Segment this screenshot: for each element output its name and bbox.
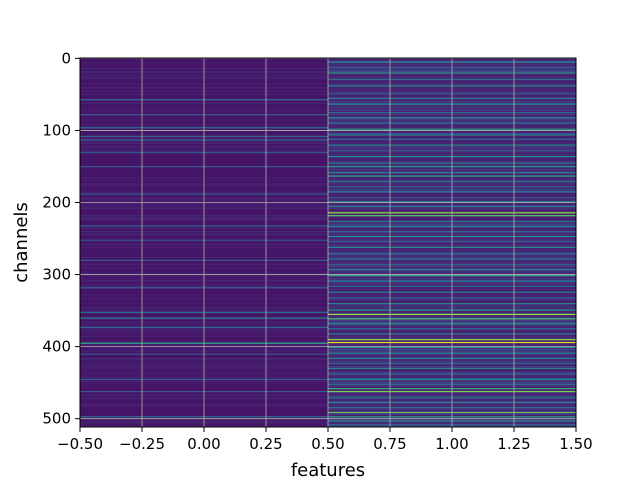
x-tick-label: 1.50 (559, 435, 592, 453)
x-tick-label: −0.25 (119, 435, 165, 453)
y-axis: 0 100 200 300 400 500 (42, 49, 80, 428)
x-tick-label: 1.00 (435, 435, 468, 453)
x-tick-label: 0.50 (311, 435, 344, 453)
x-tick-label: 0.75 (373, 435, 406, 453)
y-axis-label: channels (11, 202, 32, 283)
x-tick-label: −0.50 (57, 435, 103, 453)
y-tick-label: 200 (42, 194, 71, 212)
x-axis-label: features (291, 460, 365, 480)
plot-area (79, 57, 577, 428)
x-axis: −0.50 −0.25 0.00 0.25 0.50 0.75 1.00 1.25 1.50 (57, 427, 593, 453)
y-tick-label: 300 (42, 266, 71, 284)
y-tick-label: 500 (42, 410, 71, 428)
y-tick-label: 400 (42, 338, 71, 356)
y-tick-label: 100 (42, 121, 71, 139)
y-tick-label: 0 (61, 49, 71, 67)
grid-lines (80, 57, 576, 427)
x-tick-label: 0.25 (249, 435, 282, 453)
x-tick-label: 1.25 (497, 435, 530, 453)
x-tick-label: 0.00 (187, 435, 220, 453)
